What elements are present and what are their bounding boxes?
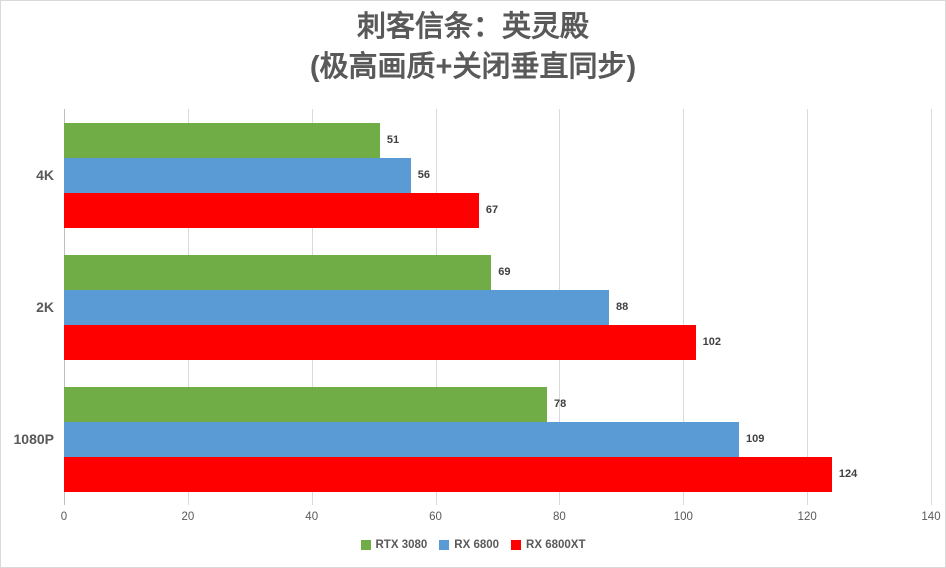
- category-label-4k: 4K: [36, 167, 54, 183]
- bar-1080p-rx-6800xt: [64, 456, 832, 492]
- value-label-2k-rtx-3080: 69: [498, 265, 511, 278]
- value-label-2k-rx-6800xt: 102: [702, 335, 722, 348]
- plot-area: 51 56 67 69 88 102 78 109 124: [64, 109, 932, 505]
- bar-4k-rx-6800xt: [64, 192, 479, 228]
- chart-title-line-1: 刺客信条：英灵殿: [356, 11, 589, 43]
- bar-2k-rx-6800xt: [64, 324, 696, 360]
- x-tick-label-0: 0: [60, 511, 68, 523]
- gridline-x-140: [931, 109, 932, 505]
- x-tick-label-20: 20: [181, 511, 195, 523]
- legend-swatch-icon: [360, 540, 371, 550]
- value-label-1080p-rx-6800: 109: [746, 432, 765, 445]
- bar-4k-rx-6800: [64, 157, 411, 193]
- x-tick-label-60: 60: [429, 511, 442, 523]
- legend-swatch-icon: [439, 540, 450, 550]
- bar-1080p-rtx-3080: [64, 386, 548, 422]
- legend-swatch-icon: [511, 540, 522, 550]
- bar-4k-rtx-3080: [64, 122, 380, 158]
- legend-label: RX 6800XT: [526, 539, 586, 551]
- value-label-1080p-rx-6800xt: 124: [838, 467, 858, 480]
- value-label-4k-rx-6800: 56: [417, 168, 431, 181]
- value-label-2k-rx-6800: 88: [615, 300, 629, 313]
- chart-title: 刺客信条：英灵殿 (极高画质+关闭垂直同步): [1, 7, 945, 87]
- x-tick-label-40: 40: [305, 511, 319, 523]
- bar-2k-rtx-3080: [64, 254, 492, 290]
- gridline-x-120: [807, 109, 809, 505]
- value-label-4k-rtx-3080: 51: [386, 133, 400, 146]
- x-tick-label-120: 120: [797, 511, 817, 523]
- category-label-1080p: 1080P: [13, 431, 54, 447]
- gridline-x-100: [683, 109, 685, 505]
- legend: RTX 3080 RX 6800 RX 6800XT: [1, 539, 945, 551]
- category-label-2k: 2K: [36, 299, 54, 315]
- chart-title-line-2: (极高画质+关闭垂直同步): [309, 51, 637, 83]
- x-tick-label-140: 140: [921, 511, 941, 523]
- legend-label: RX 6800: [454, 539, 500, 551]
- bar-2k-rx-6800: [64, 289, 609, 325]
- x-tick-label-80: 80: [553, 511, 566, 523]
- legend-item-rtx-3080: RTX 3080: [360, 539, 428, 551]
- legend-label: RTX 3080: [375, 539, 428, 551]
- bar-1080p-rx-6800: [64, 421, 740, 457]
- x-tick-label-100: 100: [673, 511, 693, 523]
- value-label-4k-rx-6800xt: 67: [485, 203, 499, 216]
- legend-item-rx-6800: RX 6800: [439, 539, 499, 551]
- legend-item-rx-6800xt: RX 6800XT: [511, 539, 586, 551]
- value-label-1080p-rtx-3080: 78: [554, 397, 567, 410]
